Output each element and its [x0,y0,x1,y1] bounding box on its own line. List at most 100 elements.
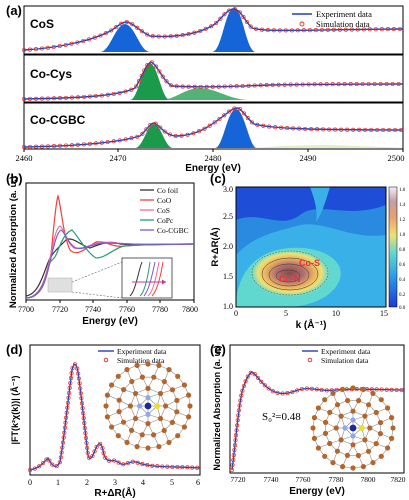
sulfur-atom [358,425,365,431]
cos-peak-2 [212,8,256,52]
cos-exp-curve [23,8,404,51]
sim-marker [107,458,112,463]
sim-marker [399,127,404,133]
carbon-atom [116,397,122,403]
sim-marker [41,461,46,466]
carbon-atom [156,362,162,368]
sim-marker [167,132,172,137]
sim-marker [261,123,266,128]
panel-d-xaxis: 0 1 2 3 4 5 6 R+ΔR(Å) [28,478,200,499]
carbon-atom [311,435,317,441]
sim-marker [285,126,290,131]
sim-marker [85,445,90,451]
sim-marker [236,413,241,418]
panel-b-frame [25,182,195,301]
b-xtick-3: 7760 [119,305,135,314]
sim-marker [237,403,242,408]
carbon-atom [350,442,356,448]
subplot-label-cos: CoS [30,17,54,31]
sim-marker [77,381,82,386]
sim-marker [162,34,167,39]
e-molecule [310,385,396,471]
sim-marker [105,139,110,145]
sim-marker [81,94,87,99]
sim-marker [283,28,288,33]
cocys-sim-markers [21,60,401,102]
e-xtick-4: 7800 [361,475,376,484]
carbon-atom [365,448,372,454]
sim-marker [313,28,318,33]
b-legend-label-1: CoO [157,196,172,205]
cb-tick-6: 0.4 [399,278,406,283]
sim-marker [140,462,145,467]
sim-marker [387,127,392,133]
carbon-atom [120,419,127,425]
sim-marker [79,396,84,401]
sim-marker [165,464,170,469]
e-sim-markers [229,370,404,473]
carbon-atom [139,374,145,380]
sim-marker [375,127,380,133]
sim-marker [87,94,92,99]
sim-marker [264,83,269,88]
carbon-atom [145,445,151,451]
sim-marker [342,82,347,87]
sim-marker [65,405,70,410]
carbon-atom [373,441,379,447]
sim-marker [33,144,39,149]
sim-marker [174,33,179,38]
sim-marker [276,82,281,87]
sim-marker [27,467,33,473]
cocys-peak-2 [160,88,250,100]
sim-marker [180,33,185,38]
sim-marker [69,41,74,46]
sim-marker [202,126,207,131]
sim-marker [63,42,68,48]
sim-marker [233,433,239,438]
sim-marker [234,84,239,89]
carbon-atom [121,387,127,393]
cocgbc-peak-2 [215,109,257,148]
carbon-atom [174,409,180,415]
sim-marker [288,82,293,87]
a-xtick-0: 2460 [16,153,33,163]
b-xtick-1: 7720 [52,305,68,314]
carbon-atom [124,439,130,445]
sim-marker [399,387,404,393]
carbon-atom [350,408,356,414]
d-ylabel: |FT(k²χ(k))| (Å⁻³) [10,376,20,445]
sim-marker [256,375,261,381]
panel-b: (b) Normalized Absorption (a. u.) Co foi… [6,171,198,327]
sim-marker [203,26,208,31]
panel-a-xaxis: 2460 2470 2480 2490 2500 Energy (eV) [16,149,405,174]
sim-marker [65,400,70,405]
sim-marker [232,443,238,448]
panel-b-xaxis: 7700 7720 7740 7760 7780 7800 Energy (eV… [18,300,198,327]
sim-marker [240,388,245,393]
sim-marker [234,428,239,433]
sim-marker [119,21,124,26]
sim-marker [192,84,197,89]
sim-marker [231,453,236,458]
a-xtick-2: 2480 [205,153,222,163]
carbon-atom [367,425,373,431]
cb-tick-8: 0.0 [399,306,406,311]
sim-marker [81,416,86,421]
cos-sim-markers [21,7,402,53]
sim-marker [218,16,223,21]
sim-marker [86,37,92,42]
cb-tick-4: 0.8 [399,248,406,253]
carbon-atom [166,439,172,445]
sim-marker [154,64,159,69]
sim-marker [139,73,144,78]
sim-marker [135,460,140,465]
carbon-atom [323,419,329,425]
sim-marker [135,134,140,139]
d-xtick-4: 4 [141,478,145,487]
sim-marker [103,31,108,36]
sim-marker [62,425,67,430]
sim-marker [180,84,185,89]
sim-marker [99,140,104,145]
sim-marker [295,388,300,393]
carbon-atom [370,390,376,396]
